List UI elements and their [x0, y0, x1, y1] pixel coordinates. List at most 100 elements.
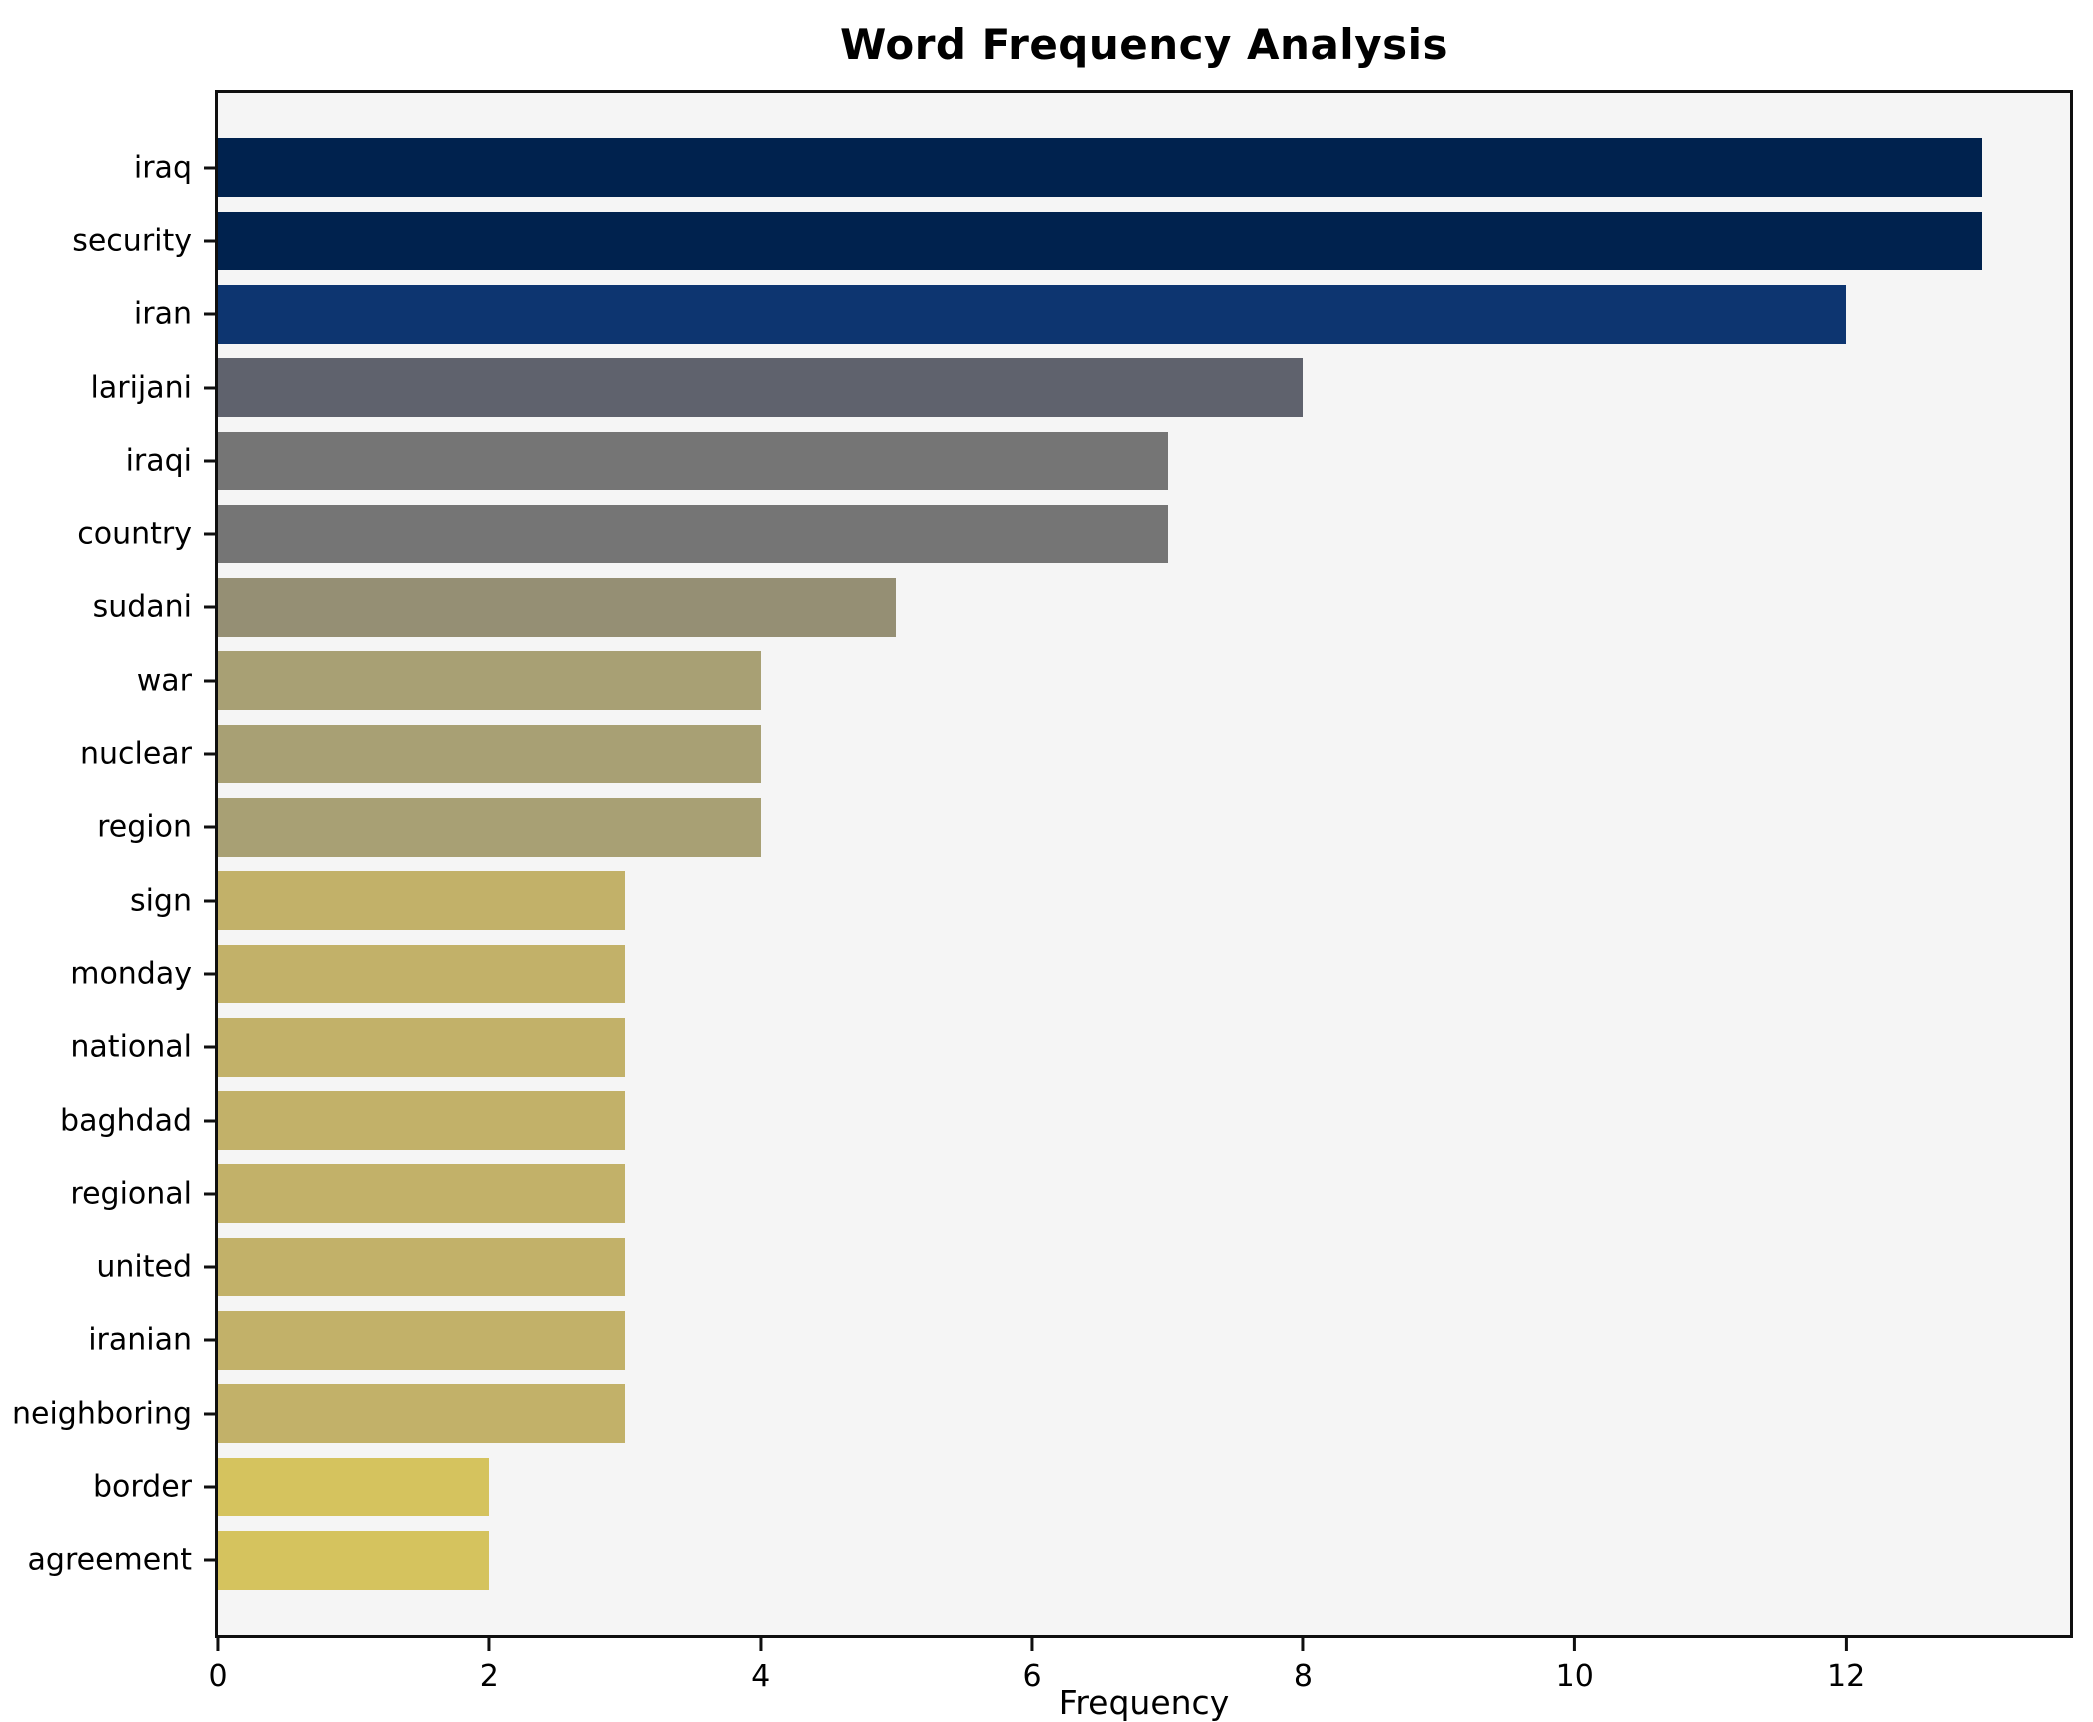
x-tick-label: 12	[1827, 1659, 1866, 1694]
bar-row: regional	[70, 1157, 2070, 1230]
y-tick-label: regional	[70, 1176, 192, 1212]
bar	[218, 1164, 626, 1224]
bar	[218, 1091, 626, 1150]
y-tick-label: border	[92, 1469, 192, 1505]
y-tick-mark	[204, 1265, 215, 1269]
y-tick-mark	[204, 1485, 215, 1489]
y-tick-mark	[204, 1338, 215, 1342]
bar-row: country	[77, 497, 2070, 570]
y-tick-label: baghdad	[60, 1103, 192, 1138]
bar-row: war	[137, 644, 2070, 717]
y-tick-mark	[204, 679, 215, 683]
y-tick-label: iran	[133, 296, 192, 332]
y-tick-mark	[204, 1192, 215, 1196]
y-tick-label: sign	[129, 883, 192, 919]
bar	[218, 1311, 626, 1370]
y-tick-mark	[204, 1045, 215, 1049]
x-tick-label: 0	[208, 1659, 228, 1694]
x-tick-mark	[1030, 1638, 1034, 1651]
y-tick-mark	[204, 972, 215, 976]
y-tick-mark	[204, 825, 215, 829]
x-tick-label: 10	[1555, 1659, 1594, 1694]
y-tick-label: security	[72, 223, 192, 259]
bar	[218, 798, 761, 857]
bar-row: iraq	[134, 131, 2070, 204]
bar-row: iranian	[88, 1304, 2070, 1377]
bar	[218, 211, 1982, 271]
x-tick: 6	[1023, 1638, 1042, 1694]
bar	[218, 578, 897, 637]
bar-row: national	[70, 1011, 2070, 1084]
bar	[218, 431, 1168, 491]
x-axis-title: Frequency	[1058, 1683, 1230, 1722]
y-tick-mark	[204, 166, 215, 170]
bar	[218, 651, 761, 711]
y-tick-mark	[204, 239, 215, 243]
bar-row: agreement	[28, 1524, 2070, 1597]
x-tick-mark	[487, 1638, 491, 1651]
y-tick-label: nuclear	[79, 736, 192, 772]
y-tick-mark	[204, 386, 215, 390]
x-tick-label: 4	[751, 1659, 771, 1694]
bar-row: region	[97, 791, 2070, 864]
y-tick-label: iraqi	[125, 443, 192, 479]
chart-title: Word Frequency Analysis	[840, 20, 1448, 69]
x-tick-mark	[216, 1638, 220, 1651]
bar-row: sudani	[93, 571, 2070, 644]
y-tick-mark	[204, 752, 215, 756]
bar-row: larijani	[91, 351, 2070, 424]
bar	[218, 504, 1168, 564]
x-tick: 0	[208, 1638, 228, 1694]
y-tick-mark	[204, 459, 215, 463]
y-tick-label: iranian	[88, 1322, 192, 1358]
bar	[218, 1457, 490, 1517]
y-tick-label: national	[70, 1029, 192, 1065]
x-tick-label: 6	[1022, 1659, 1042, 1694]
y-tick-label: iraq	[133, 150, 192, 186]
bar	[218, 944, 626, 1004]
bar-row: nuclear	[80, 717, 2070, 790]
y-tick-mark	[204, 532, 215, 536]
y-tick-label: agreement	[27, 1542, 192, 1578]
bar-row: security	[72, 204, 2070, 277]
bar	[218, 1384, 626, 1443]
y-tick-label: larijani	[90, 370, 192, 406]
y-tick-mark	[204, 1558, 215, 1562]
x-tick-mark	[1573, 1638, 1577, 1651]
y-tick-label: war	[136, 663, 192, 699]
x-tick: 4	[751, 1638, 770, 1694]
bar	[218, 1530, 490, 1590]
plot-area: iraq security iran larijani iraqi country suda…	[12, 90, 2073, 1638]
bar	[218, 871, 626, 930]
bar	[218, 1017, 626, 1077]
bar	[218, 138, 1982, 197]
y-tick-mark	[204, 312, 215, 316]
y-tick-mark	[204, 1412, 215, 1416]
x-tick-label: 2	[479, 1659, 499, 1694]
bar-row: border	[93, 1450, 2070, 1523]
y-tick-mark	[204, 899, 215, 903]
bar-row: sign	[130, 864, 2070, 937]
bar-row: united	[96, 1230, 2070, 1303]
bar-row: monday	[70, 937, 2070, 1010]
bar-row: iraqi	[126, 424, 2070, 497]
bar	[218, 358, 1304, 417]
x-tick: 8	[1294, 1638, 1313, 1694]
x-tick: 10	[1556, 1638, 1594, 1694]
y-tick-label: region	[97, 809, 192, 845]
x-axis: 0 2 4 6 8 10 12	[208, 1638, 2070, 1698]
bar	[218, 1237, 626, 1297]
x-tick-label: 8	[1293, 1659, 1313, 1694]
y-tick-label: united	[96, 1249, 192, 1285]
x-tick-mark	[1844, 1638, 1848, 1651]
bar	[218, 284, 1847, 344]
x-tick: 12	[1827, 1638, 1865, 1694]
x-tick-mark	[1301, 1638, 1305, 1651]
y-tick-mark	[204, 1119, 215, 1122]
bar-row: neighboring	[12, 1377, 2070, 1450]
bar-row: iran	[134, 278, 2070, 351]
x-tick: 2	[480, 1638, 499, 1694]
y-tick-label: monday	[70, 956, 192, 992]
y-tick-mark	[204, 605, 215, 609]
